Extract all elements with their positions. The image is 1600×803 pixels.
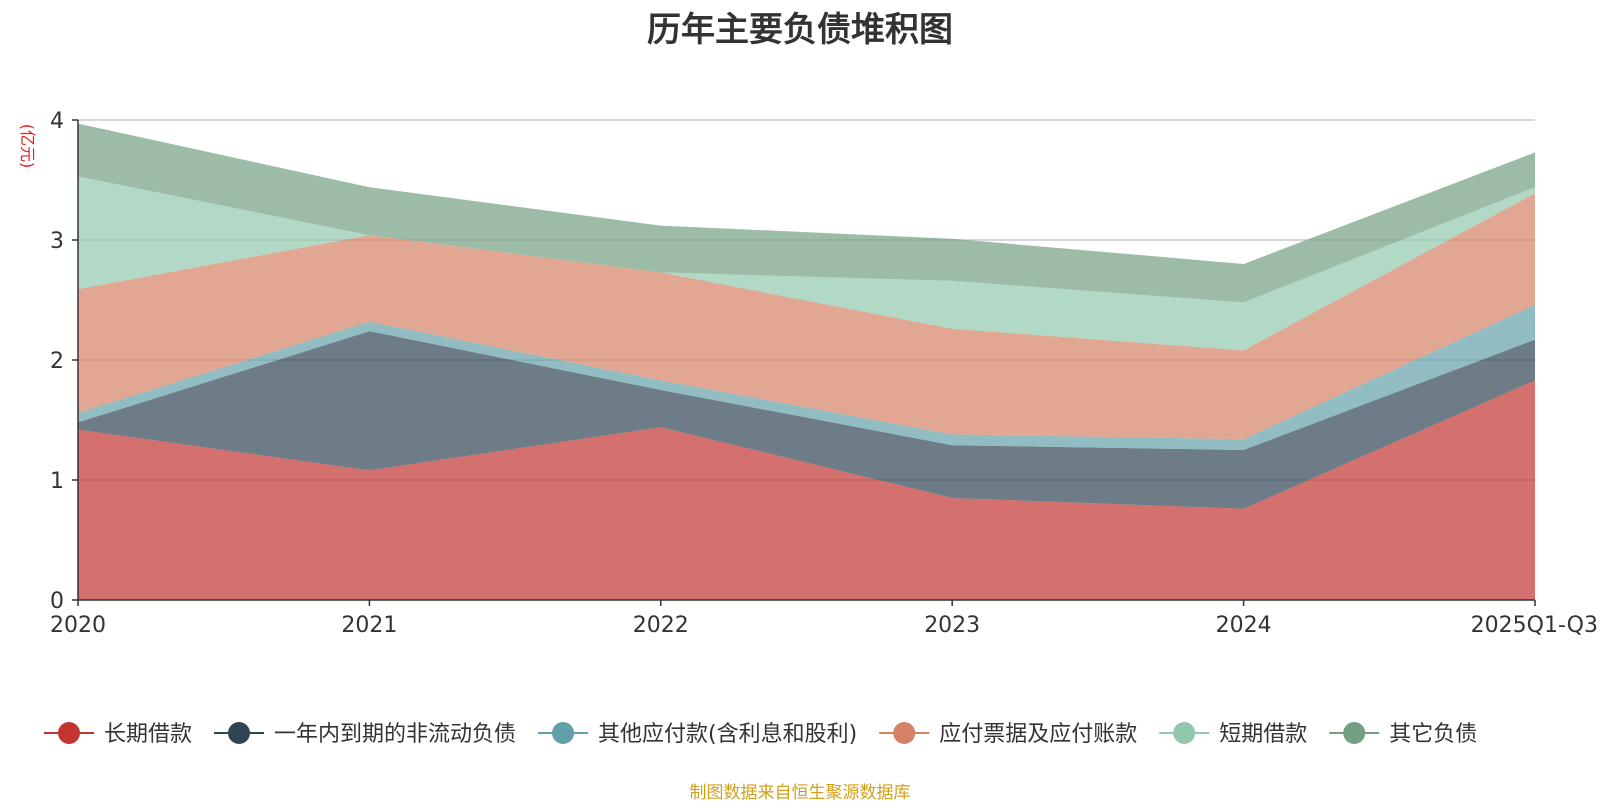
legend-item-3: 应付票据及应付账款 (879, 722, 1137, 747)
y-tick-label-1: 1 (50, 469, 64, 494)
area-series-4 (78, 176, 1535, 351)
x-tick-label-3: 2023 (924, 613, 980, 638)
y-tick-label-4: 4 (50, 109, 64, 134)
area-layer (78, 123, 1535, 600)
x-tick-label-1: 2021 (341, 613, 397, 638)
legend-marker-4 (1173, 722, 1196, 744)
area-series-0 (78, 380, 1535, 600)
x-tick-label-4: 2024 (1216, 613, 1272, 638)
legend-marker-2 (552, 722, 575, 744)
x-tick-label-5: 2025Q1-Q3 (1471, 613, 1598, 638)
y-tick-label-0: 0 (50, 589, 64, 614)
area-series-1 (78, 331, 1535, 509)
source-note: 制图数据来自恒生聚源数据库 (689, 783, 911, 803)
legend-item-5: 其它负债 (1329, 722, 1477, 747)
legend-item-1: 一年内到期的非流动负债 (214, 722, 516, 747)
legend-label-2: 其他应付款(含利息和股利) (598, 722, 857, 747)
legend-label-4: 短期借款 (1219, 722, 1307, 747)
y-axis-unit-label: (亿元) (18, 124, 37, 169)
chart-title: 历年主要负债堆积图 (647, 10, 953, 50)
axis-layer: 0 1 2 3 4 2020 2021 2022 2023 2024 2025Q1-Q3 (亿元) (18, 109, 1598, 638)
legend-label-5: 其它负债 (1389, 722, 1477, 747)
legend-item-2: 其他应付款(含利息和股利) (538, 722, 857, 747)
legend-marker-0 (58, 722, 80, 744)
x-tick-label-0: 2020 (50, 613, 106, 638)
legend-layer: 长期借款 一年内到期的非流动负债 其他应付款(含利息和股利) 应付票据及应付账款 短期借… (44, 722, 1477, 747)
legend-label-1: 一年内到期的非流动负债 (274, 722, 516, 747)
area-series-5 (78, 123, 1535, 303)
y-tick-label-3: 3 (50, 229, 64, 254)
legend-item-4: 短期借款 (1159, 722, 1307, 747)
area-series-2 (78, 304, 1535, 450)
x-tick-label-2: 2022 (633, 613, 689, 638)
legend-marker-1 (228, 722, 251, 744)
legend-label-3: 应付票据及应付账款 (939, 722, 1137, 747)
legend-label-0: 长期借款 (104, 722, 192, 747)
y-tick-label-2: 2 (50, 349, 64, 374)
legend-item-0: 长期借款 (44, 722, 192, 747)
area-series-3 (78, 193, 1535, 440)
legend-marker-3 (893, 722, 916, 744)
legend-marker-5 (1343, 722, 1366, 744)
